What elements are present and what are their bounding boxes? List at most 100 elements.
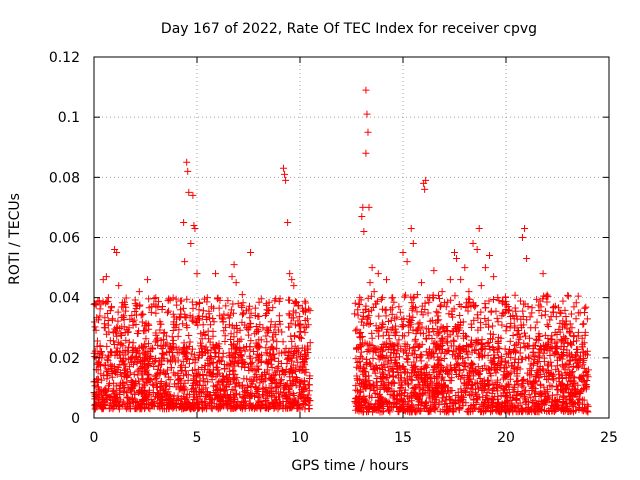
data-point bbox=[220, 310, 228, 318]
data-point bbox=[145, 377, 153, 385]
data-point bbox=[354, 404, 362, 412]
data-point bbox=[231, 370, 239, 378]
data-point bbox=[115, 402, 123, 410]
data-point bbox=[296, 333, 304, 341]
data-point bbox=[386, 353, 394, 361]
data-point bbox=[455, 326, 463, 334]
data-point bbox=[531, 342, 539, 350]
data-point bbox=[520, 375, 528, 383]
data-point bbox=[94, 399, 102, 407]
data-point bbox=[526, 365, 534, 373]
data-point bbox=[172, 404, 180, 412]
data-point bbox=[187, 240, 195, 248]
data-point bbox=[247, 382, 255, 390]
data-point bbox=[147, 376, 155, 384]
data-point bbox=[225, 396, 233, 404]
data-point bbox=[269, 304, 277, 312]
data-point bbox=[165, 348, 173, 356]
data-point bbox=[380, 361, 388, 369]
data-point bbox=[194, 396, 202, 404]
data-point bbox=[202, 384, 210, 392]
data-point bbox=[558, 371, 566, 379]
data-point bbox=[512, 391, 520, 399]
data-point bbox=[214, 366, 222, 374]
data-point bbox=[262, 344, 270, 352]
data-point bbox=[101, 314, 109, 322]
data-point bbox=[157, 337, 165, 345]
data-point bbox=[387, 356, 395, 364]
data-point bbox=[192, 301, 200, 309]
data-point bbox=[284, 218, 292, 226]
data-point bbox=[432, 308, 440, 316]
data-point bbox=[499, 297, 507, 305]
data-point bbox=[118, 332, 126, 340]
data-point bbox=[134, 389, 142, 397]
data-point bbox=[389, 404, 397, 412]
data-point bbox=[518, 324, 526, 332]
data-point bbox=[93, 337, 101, 345]
data-point bbox=[537, 381, 545, 389]
data-point bbox=[489, 296, 497, 304]
data-point bbox=[202, 313, 210, 321]
data-point bbox=[443, 339, 451, 347]
data-point bbox=[91, 401, 99, 409]
data-point bbox=[96, 305, 104, 313]
data-point bbox=[500, 371, 508, 379]
data-point bbox=[433, 325, 441, 333]
data-point bbox=[572, 299, 580, 307]
data-point bbox=[398, 398, 406, 406]
data-point bbox=[519, 380, 527, 388]
data-point bbox=[383, 276, 391, 284]
data-point bbox=[113, 332, 121, 340]
data-point bbox=[410, 392, 418, 400]
data-point bbox=[506, 337, 514, 345]
data-point bbox=[184, 354, 192, 362]
data-point bbox=[190, 221, 198, 229]
data-point bbox=[418, 302, 426, 310]
data-point bbox=[175, 385, 183, 393]
data-point bbox=[94, 298, 102, 306]
data-point bbox=[163, 339, 171, 347]
data-point bbox=[384, 325, 392, 333]
data-point bbox=[253, 362, 261, 370]
data-point bbox=[289, 314, 297, 322]
data-point bbox=[467, 336, 475, 344]
data-point bbox=[156, 369, 164, 377]
data-point bbox=[548, 391, 556, 399]
data-point bbox=[486, 366, 494, 374]
data-point bbox=[169, 340, 177, 348]
data-point bbox=[183, 321, 191, 329]
data-point bbox=[437, 323, 445, 331]
data-point bbox=[232, 383, 240, 391]
data-point bbox=[481, 362, 489, 370]
data-point bbox=[241, 363, 249, 371]
data-point bbox=[409, 240, 417, 248]
data-point bbox=[457, 397, 465, 405]
data-point bbox=[485, 395, 493, 403]
data-point bbox=[371, 369, 379, 377]
data-point bbox=[552, 313, 560, 321]
data-point bbox=[422, 398, 430, 406]
data-point bbox=[447, 365, 455, 373]
data-point bbox=[223, 374, 231, 382]
data-point bbox=[387, 306, 395, 314]
data-point bbox=[113, 366, 121, 374]
data-point bbox=[530, 397, 538, 405]
data-point bbox=[380, 401, 388, 409]
data-point bbox=[102, 273, 110, 281]
data-point bbox=[158, 350, 166, 358]
data-point bbox=[267, 376, 275, 384]
data-point bbox=[394, 374, 402, 382]
data-point bbox=[393, 392, 401, 400]
data-point bbox=[365, 307, 373, 315]
data-point bbox=[461, 264, 469, 272]
data-point bbox=[481, 315, 489, 323]
data-point bbox=[446, 396, 454, 404]
data-point bbox=[103, 330, 111, 338]
data-point bbox=[182, 394, 190, 402]
data-point bbox=[439, 336, 447, 344]
data-point bbox=[528, 404, 536, 412]
data-point bbox=[168, 333, 176, 341]
data-point bbox=[198, 364, 206, 372]
data-point bbox=[459, 318, 467, 326]
